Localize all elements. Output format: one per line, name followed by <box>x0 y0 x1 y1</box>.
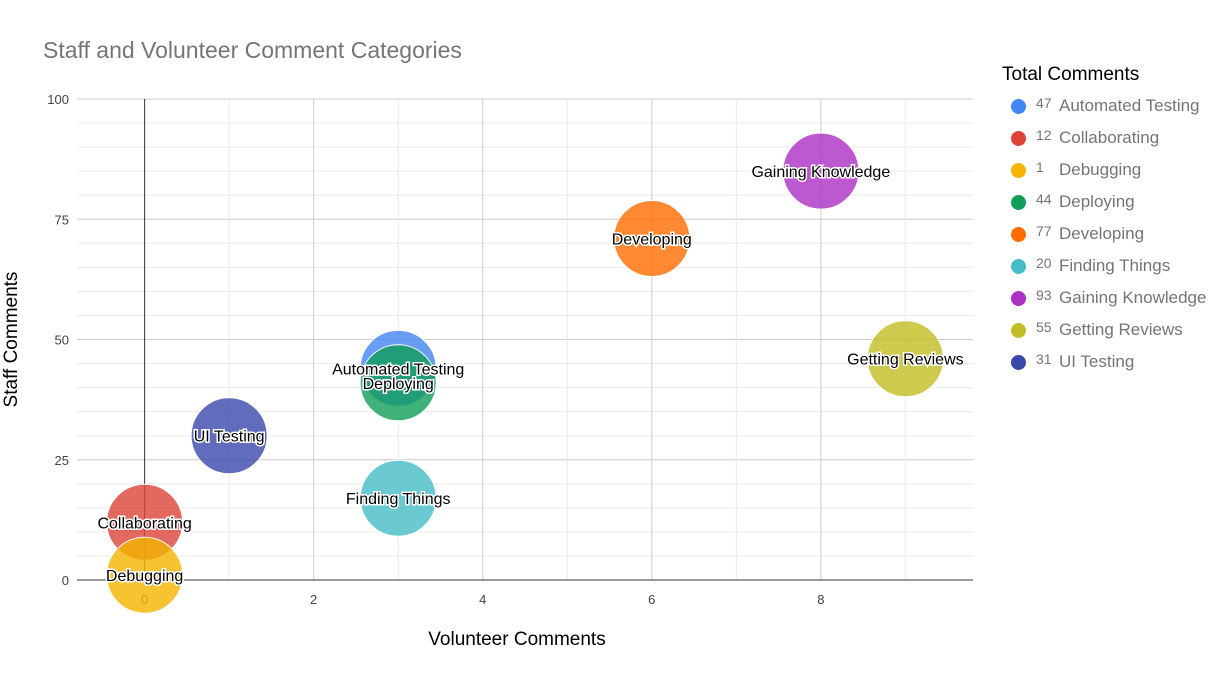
legend-item[interactable]: 55 Getting Reviews <box>1002 314 1206 346</box>
x-tick-label: 4 <box>479 592 486 607</box>
legend-value: 20 <box>1036 255 1052 271</box>
bubble-label: Collaborating <box>97 515 191 532</box>
legend-dot-icon <box>1011 322 1026 338</box>
legend-item[interactable]: 1 Debugging <box>1002 154 1206 186</box>
legend-dot-icon <box>1011 162 1026 178</box>
bubble-getting-reviews <box>866 320 944 398</box>
legend: Total Comments 47 Automated Testing 12 Coll… <box>1002 64 1206 378</box>
bubble-label: Automated Testing <box>332 361 464 378</box>
x-tick-label: 8 <box>817 592 824 607</box>
y-tick-label: 50 <box>55 333 69 348</box>
legend-item[interactable]: 12 Collaborating <box>1002 122 1206 154</box>
chart-title: Staff and Volunteer Comment Categories <box>43 37 462 63</box>
bubble-finding-things <box>359 459 437 537</box>
legend-title: Total Comments <box>1002 64 1140 85</box>
x-tick-label: 6 <box>648 592 655 607</box>
bubble-label: Debugging <box>106 568 183 585</box>
legend-dot-icon <box>1011 354 1026 370</box>
x-tick-label: 2 <box>310 592 317 607</box>
legend-value: 12 <box>1036 127 1052 143</box>
bubble-label: UI Testing <box>194 429 265 446</box>
y-tick-label: 75 <box>55 212 69 227</box>
bubble-ui-testing <box>190 397 268 475</box>
legend-value: 93 <box>1036 287 1052 303</box>
bubble-debugging <box>106 536 184 614</box>
legend-label: Deploying <box>1059 192 1135 211</box>
bubble-label: Finding Things <box>346 491 451 508</box>
legend-value: 31 <box>1036 351 1052 367</box>
legend-label: Getting Reviews <box>1059 320 1183 339</box>
legend-dot-icon <box>1011 194 1026 210</box>
legend-item[interactable]: 77 Developing <box>1002 218 1206 250</box>
bubble-label: Gaining Knowledge <box>751 164 890 181</box>
legend-label: UI Testing <box>1059 352 1135 371</box>
legend-label: Gaining Knowledge <box>1059 288 1207 307</box>
legend-dot-icon <box>1011 98 1026 114</box>
legend-dot-icon <box>1011 258 1026 274</box>
legend-label: Debugging <box>1059 160 1142 179</box>
bubble-developing <box>613 199 691 277</box>
legend-item[interactable]: 93 Gaining Knowledge <box>1002 282 1206 314</box>
y-tick-label: 100 <box>47 92 69 107</box>
legend-dot-icon <box>1011 130 1026 146</box>
legend-value: 47 <box>1036 95 1052 111</box>
legend-item[interactable]: 31 UI Testing <box>1002 346 1206 378</box>
bubble-label: Deploying <box>363 376 434 393</box>
legend-label: Finding Things <box>1059 256 1171 275</box>
legend-label: Developing <box>1059 224 1145 243</box>
legend-dot-icon <box>1011 226 1026 242</box>
legend-value: 77 <box>1036 223 1052 239</box>
legend-value: 44 <box>1036 191 1052 207</box>
legend-dot-icon <box>1011 290 1026 306</box>
legend-item[interactable]: 20 Finding Things <box>1002 250 1206 282</box>
legend-label: Collaborating <box>1059 128 1160 147</box>
bubble-label: Getting Reviews <box>847 352 964 369</box>
legend-label: Automated Testing <box>1059 96 1200 115</box>
legend-value: 55 <box>1036 319 1052 335</box>
y-tick-label: 0 <box>62 573 69 588</box>
legend-item[interactable]: 47 Automated Testing <box>1002 90 1206 122</box>
y-tick-label: 25 <box>55 453 69 468</box>
legend-value: 1 <box>1036 159 1044 175</box>
y-axis-label: Staff Comments <box>1 272 22 408</box>
legend-item[interactable]: 44 Deploying <box>1002 186 1206 218</box>
bubble-gaining-knowledge <box>782 132 860 210</box>
bubble-label: Developing <box>612 231 692 248</box>
x-axis-label: Volunteer Comments <box>428 629 605 650</box>
bubble-deploying <box>359 344 437 422</box>
